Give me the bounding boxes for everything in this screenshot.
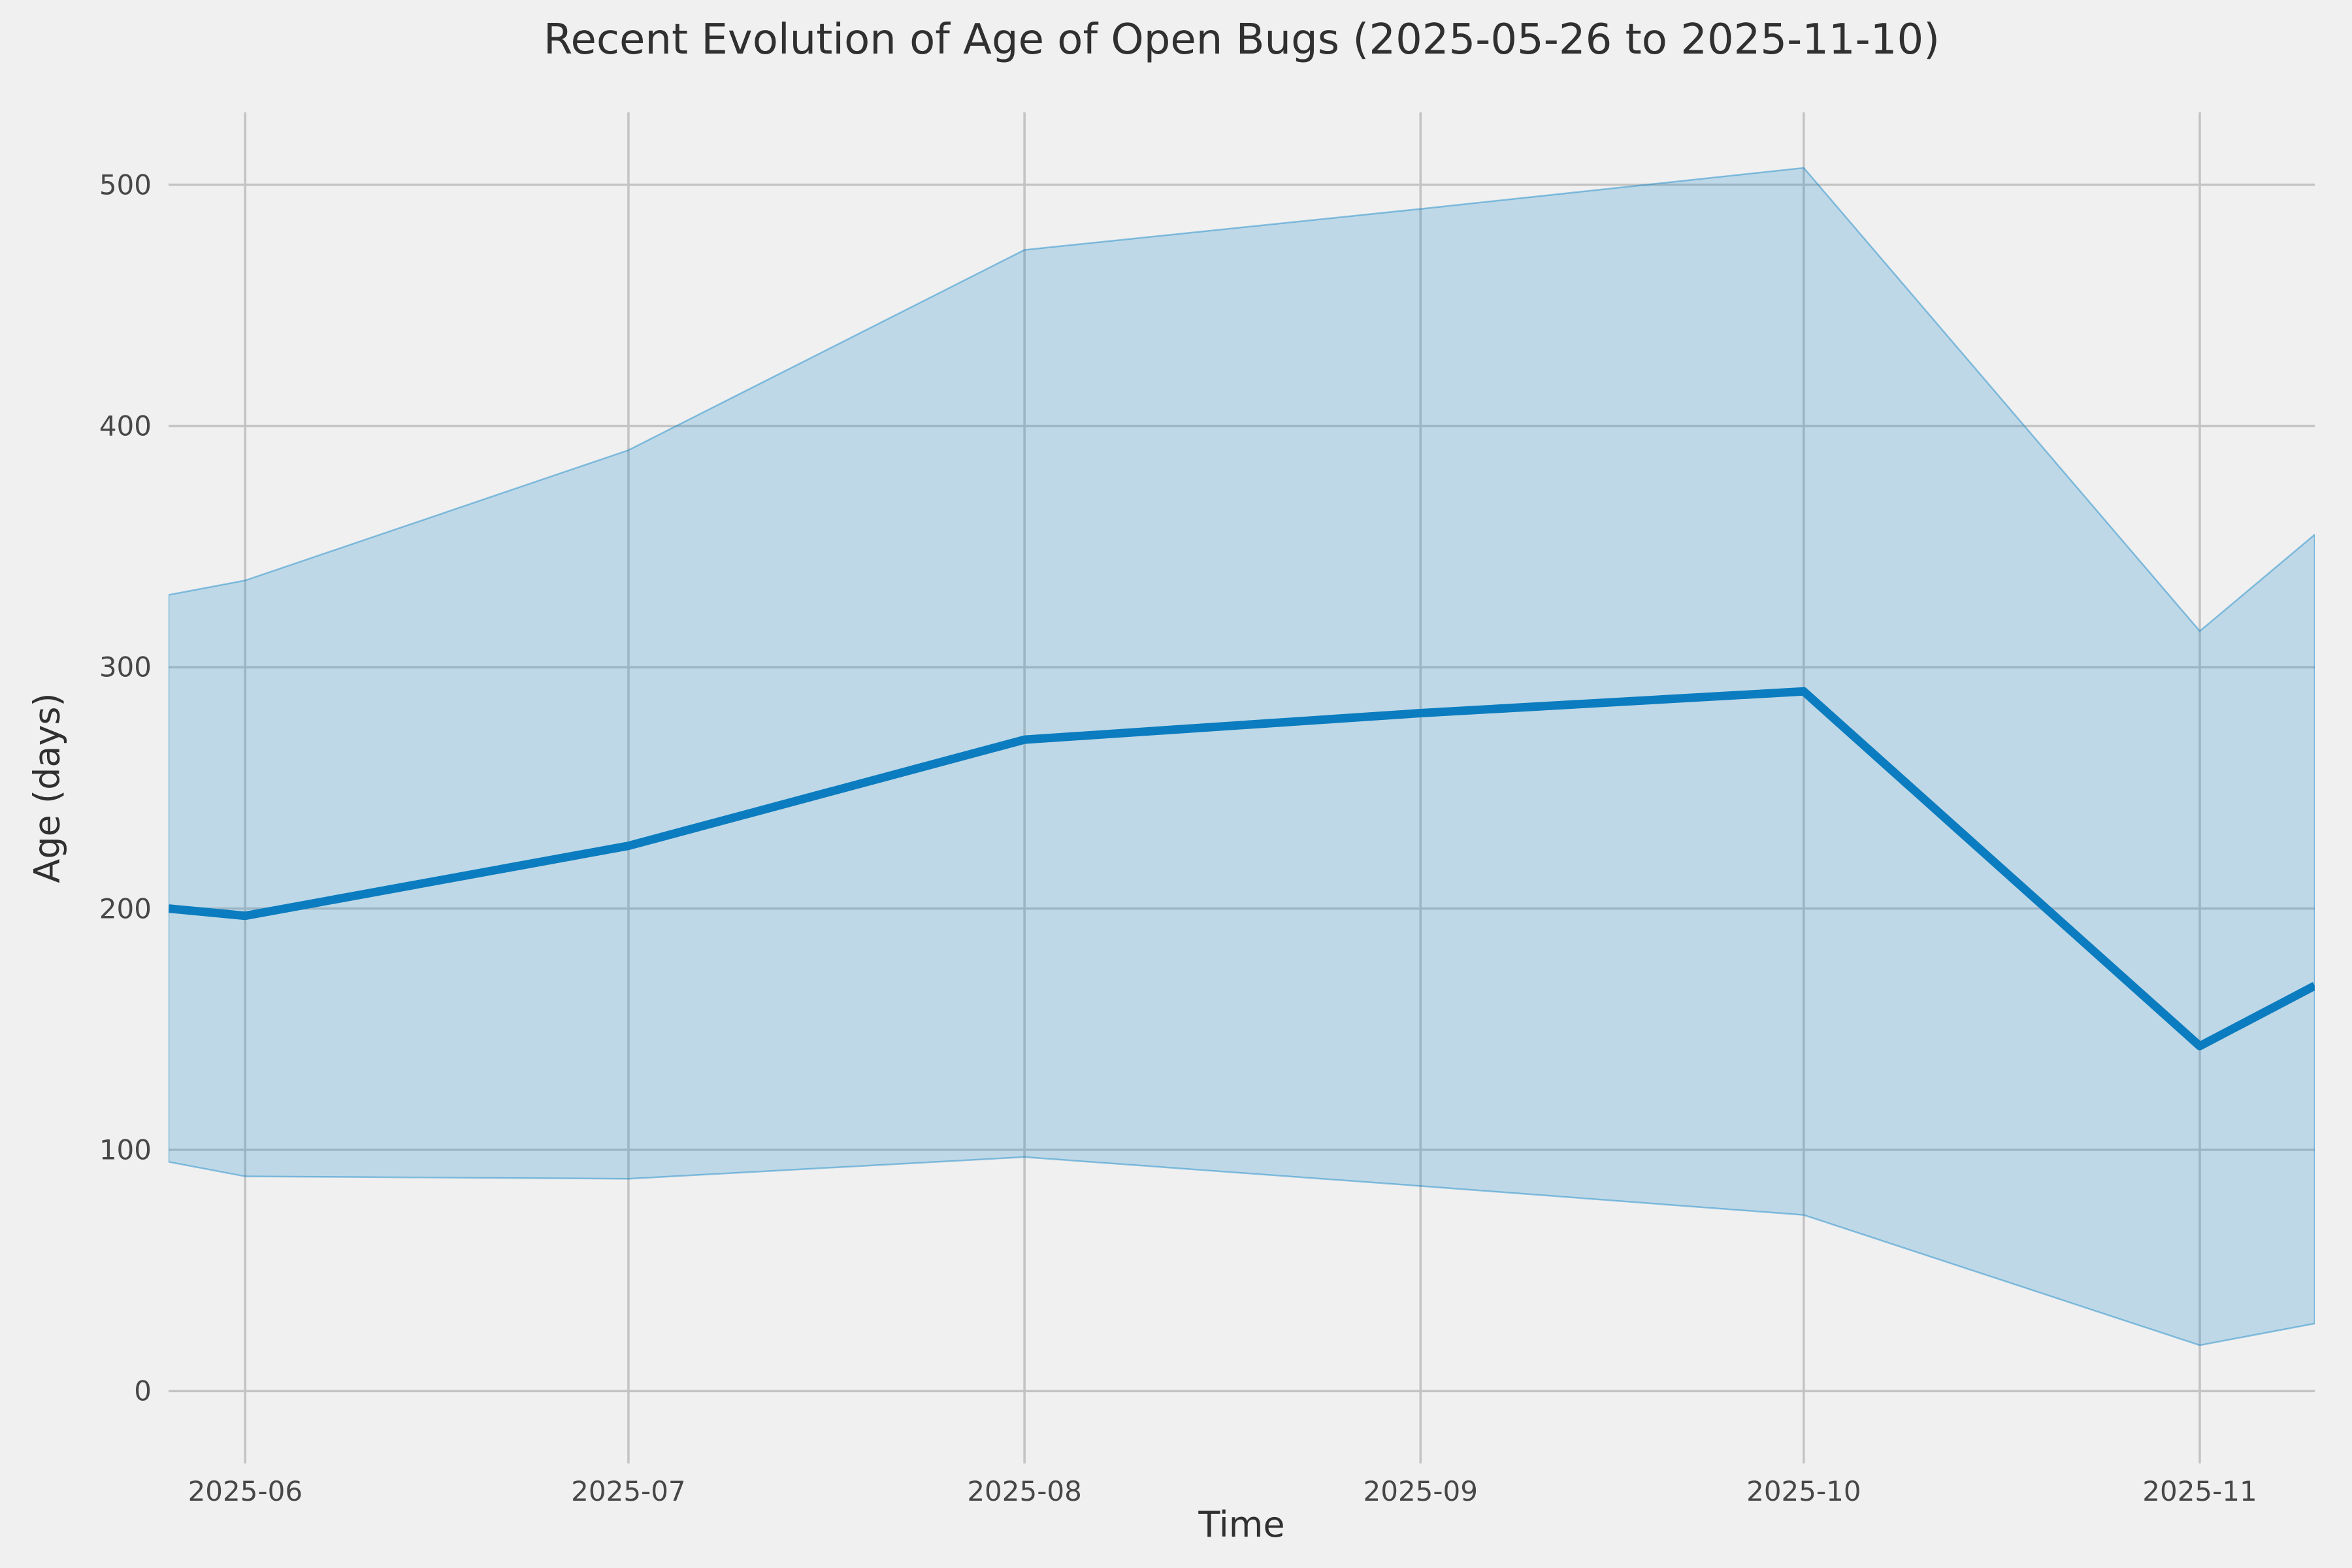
chart-canvas xyxy=(169,112,2315,1463)
x-tick-label: 2025-11 xyxy=(2142,1475,2257,1507)
x-tick-label: 2025-10 xyxy=(1746,1475,1861,1507)
x-axis-title: Time xyxy=(1198,1504,1285,1545)
y-axis-title: Age (days) xyxy=(26,693,68,883)
x-tick-label: 2025-09 xyxy=(1363,1475,1478,1507)
y-tick-label: 200 xyxy=(99,892,152,925)
x-tick-label: 2025-08 xyxy=(967,1475,1082,1507)
x-tick-label: 2025-06 xyxy=(188,1475,303,1507)
x-tick-label: 2025-07 xyxy=(571,1475,686,1507)
chart-title: Recent Evolution of Age of Open Bugs (20… xyxy=(543,16,1940,64)
plot-area xyxy=(169,112,2315,1463)
age-line xyxy=(169,687,2315,1051)
confidence-band xyxy=(169,167,2315,1347)
y-tick-label: 100 xyxy=(99,1134,152,1166)
y-tick-label: 300 xyxy=(99,651,152,683)
y-tick-label: 400 xyxy=(99,410,152,442)
y-tick-label: 0 xyxy=(134,1375,152,1407)
y-tick-label: 500 xyxy=(99,169,152,201)
